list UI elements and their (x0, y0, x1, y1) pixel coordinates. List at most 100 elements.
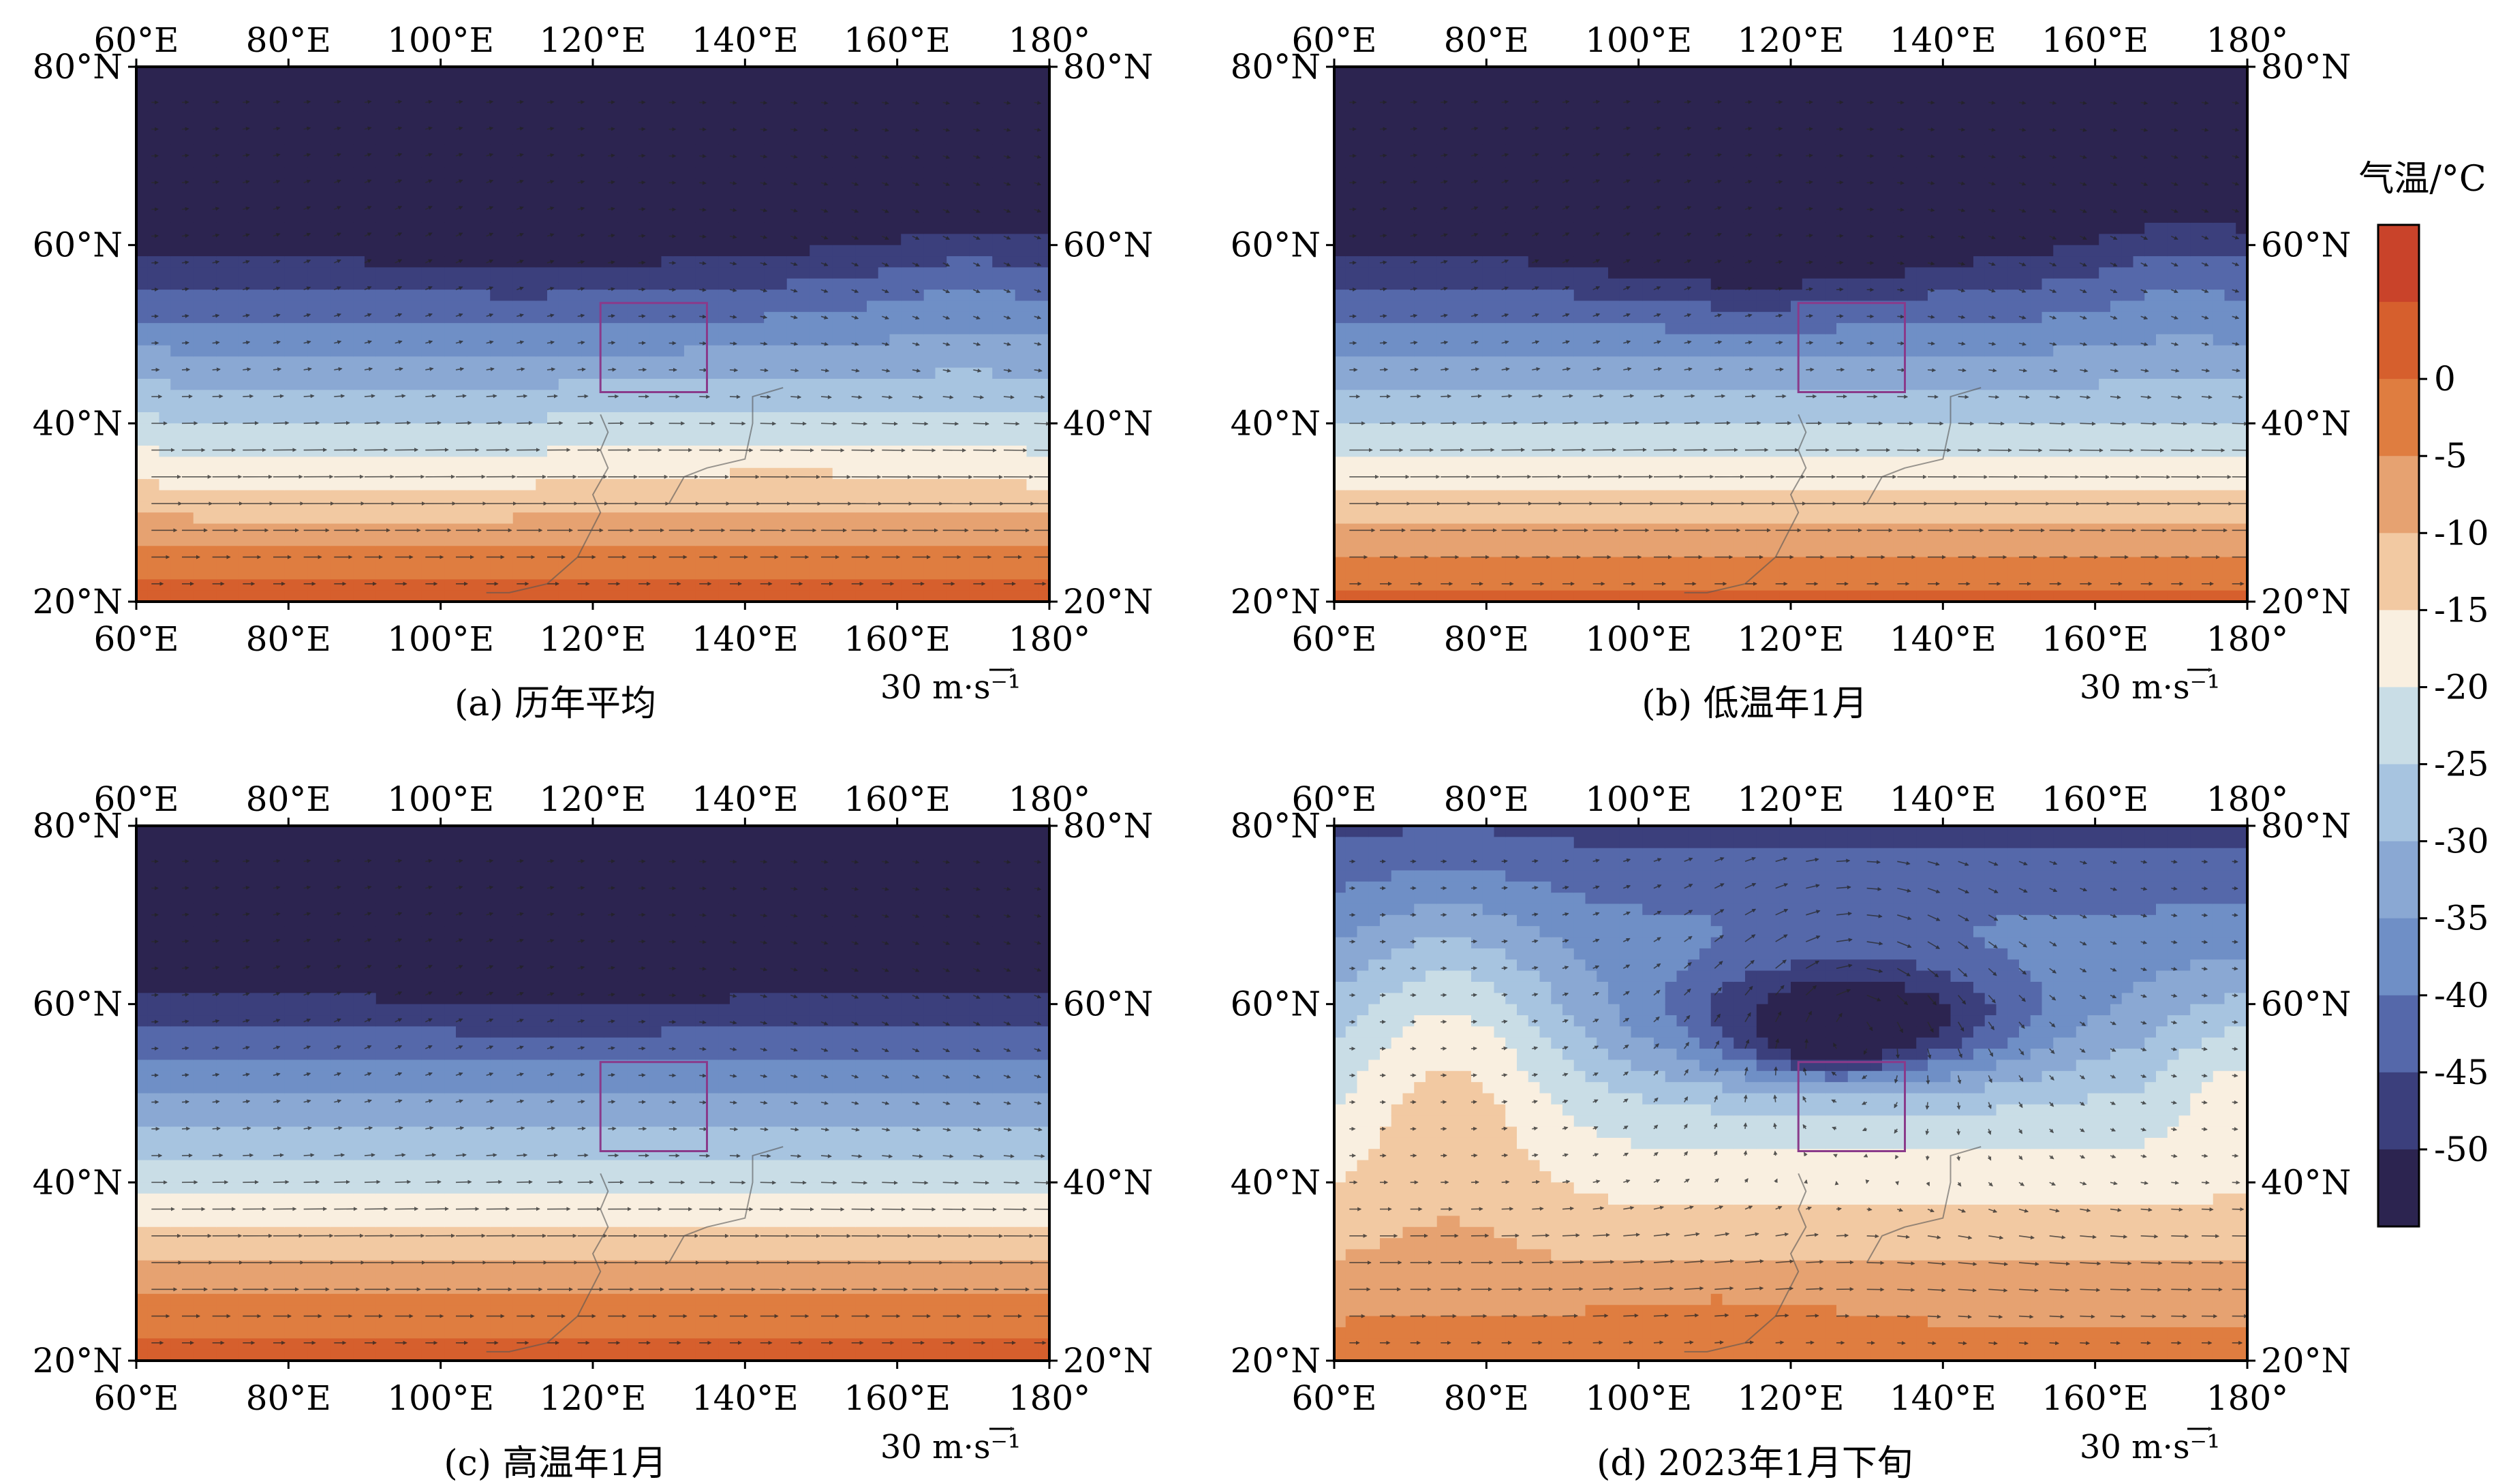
colorbar: 0 -5 -10 -15 -20 -25 -30 -35 -40 -45 -50 (2377, 223, 2489, 1228)
lon-tick-label-top: 160°E (2042, 20, 2148, 60)
study-region-box (599, 1061, 709, 1152)
lat-tick-label-right: 60°N (2261, 985, 2351, 1024)
colorbar-tick-label: -50 (2434, 1130, 2489, 1169)
colorbar-segment (2378, 687, 2419, 765)
study-region-box (1797, 302, 1906, 394)
colorbar-segment (2378, 302, 2419, 380)
lat-tick-label-right: 60°N (1063, 985, 1153, 1024)
panel-b-wind-ref-label: 30 m·s⁻¹ (2080, 668, 2220, 707)
lon-tick-label-bottom: 80°E (1444, 619, 1529, 659)
lat-tick-label-right: 80°N (2261, 47, 2351, 87)
lat-tick-label-left: 40°N (33, 1162, 123, 1202)
lon-tick-label-top: 100°E (1585, 779, 1692, 819)
lat-tick-label-left: 60°N (1231, 226, 1321, 265)
lat-tick-label-left: 40°N (1231, 1162, 1321, 1202)
coastline (1684, 1173, 1807, 1352)
coastline-japan (668, 1146, 784, 1263)
colorbar-segment (2378, 610, 2419, 688)
lon-tick-label-bottom: 120°E (540, 1378, 647, 1418)
lat-tick-label-left: 80°N (33, 47, 123, 87)
lon-tick-label-bottom: 60°E (93, 1378, 179, 1418)
panel-c-wind-ref-label: 30 m·s⁻¹ (880, 1428, 1021, 1466)
panel-a-caption: (a) 历年平均 (455, 683, 656, 724)
lon-tick-label-bottom: 180° (1008, 619, 1090, 659)
lat-tick-label-right: 80°N (1063, 47, 1153, 87)
lon-tick-label-bottom: 80°E (1444, 1378, 1529, 1418)
lat-tick-label-right: 40°N (1063, 1162, 1153, 1202)
lon-tick-label-top: 100°E (387, 779, 494, 819)
lon-tick-label-bottom: 180° (2206, 1378, 2288, 1418)
lat-tick-label-right: 40°N (1063, 403, 1153, 443)
lon-tick-label-top: 120°E (1738, 20, 1845, 60)
temperature-field (1334, 67, 2247, 602)
lat-tick-label-left: 20°N (1231, 582, 1321, 621)
colorbar-tick-label: 0 (2434, 359, 2456, 399)
lon-tick-label-bottom: 120°E (540, 619, 647, 659)
lon-tick-label-top: 60°E (93, 779, 179, 819)
colorbar-tick-label: -45 (2434, 1053, 2489, 1092)
colorbar-title: 气温/°C (2358, 159, 2486, 200)
lat-tick-label-left: 80°N (33, 806, 123, 846)
colorbar-tick-label: -5 (2434, 436, 2467, 476)
lat-tick-label-right: 20°N (1063, 582, 1153, 621)
lon-tick-label-top: 80°E (1444, 20, 1529, 60)
colorbar-segment (2378, 379, 2419, 457)
wind-vectors (151, 859, 1049, 1345)
lon-tick-label-bottom: 120°E (1738, 1378, 1845, 1418)
colorbar-tick-label: -35 (2434, 899, 2489, 938)
colorbar-tick-label: -25 (2434, 745, 2489, 784)
colorbar-segment (2378, 533, 2419, 610)
panel-b-caption: (b) 低温年1月 (1642, 683, 1867, 724)
lon-tick-label-top: 160°E (844, 779, 951, 819)
lat-tick-label-right: 60°N (1063, 226, 1153, 265)
study-region-box (599, 302, 709, 394)
lat-tick-label-right: 20°N (2261, 1341, 2351, 1380)
lon-tick-label-bottom: 160°E (2042, 1378, 2148, 1418)
lon-tick-label-top: 60°E (93, 20, 179, 60)
lon-tick-label-top: 180° (2206, 779, 2288, 819)
lon-tick-label-bottom: 180° (2206, 619, 2288, 659)
lat-tick-label-right: 40°N (2261, 403, 2351, 443)
panel-d-wind-ref-label: 30 m·s⁻¹ (2080, 1428, 2220, 1466)
wind-vectors (151, 99, 1049, 586)
lat-tick-label-right: 40°N (2261, 1162, 2351, 1202)
panel-c-caption: (c) 高温年1月 (444, 1443, 666, 1484)
lon-tick-label-bottom: 160°E (844, 1378, 951, 1418)
lon-tick-label-top: 80°E (246, 20, 331, 60)
colorbar-segment (2378, 225, 2419, 303)
lat-tick-label-right: 20°N (2261, 582, 2351, 621)
colorbar-tick-label: -20 (2434, 667, 2489, 707)
lat-tick-label-left: 60°N (33, 985, 123, 1024)
lat-tick-label-right: 80°N (1063, 806, 1153, 846)
temperature-field (1334, 826, 2247, 1361)
lon-tick-label-bottom: 160°E (2042, 619, 2148, 659)
lat-tick-label-left: 40°N (1231, 403, 1321, 443)
lat-tick-label-left: 80°N (1231, 806, 1321, 846)
coastline (486, 1173, 609, 1352)
lat-tick-label-left: 60°N (1231, 985, 1321, 1024)
lat-tick-label-right: 60°N (2261, 226, 2351, 265)
lon-tick-label-top: 120°E (540, 20, 647, 60)
lat-tick-label-right: 20°N (1063, 1341, 1153, 1380)
lon-tick-label-top: 140°E (692, 20, 799, 60)
coastline-japan (1866, 387, 1982, 504)
panel-d-caption: (d) 2023年1月下旬 (1597, 1443, 1913, 1484)
lon-tick-label-bottom: 60°E (93, 619, 179, 659)
colorbar-segment (2378, 918, 2419, 996)
lon-tick-label-top: 100°E (387, 20, 494, 60)
lon-tick-label-bottom: 140°E (692, 1378, 799, 1418)
lon-tick-label-bottom: 140°E (1890, 1378, 1997, 1418)
panel-b: 60°E 60°E 80°E 80°E 100°E 100°E 120°E 120°E 140°… (1231, 20, 2351, 672)
lon-tick-label-top: 120°E (1738, 779, 1845, 819)
lon-tick-label-bottom: 80°E (246, 619, 331, 659)
coastline (1684, 414, 1807, 593)
wind-vectors (1349, 856, 2247, 1346)
colorbar-segment (2378, 841, 2419, 919)
lon-tick-label-top: 80°E (246, 779, 331, 819)
temperature-field (136, 826, 1049, 1361)
lon-tick-label-bottom: 100°E (1585, 619, 1692, 659)
lon-tick-label-top: 80°E (1444, 779, 1529, 819)
panel-d: 60°E 60°E 80°E 80°E 100°E 100°E 120°E 120°E 140°… (1231, 779, 2351, 1431)
lon-tick-label-top: 60°E (1291, 20, 1376, 60)
lon-tick-label-top: 180° (1008, 20, 1090, 60)
